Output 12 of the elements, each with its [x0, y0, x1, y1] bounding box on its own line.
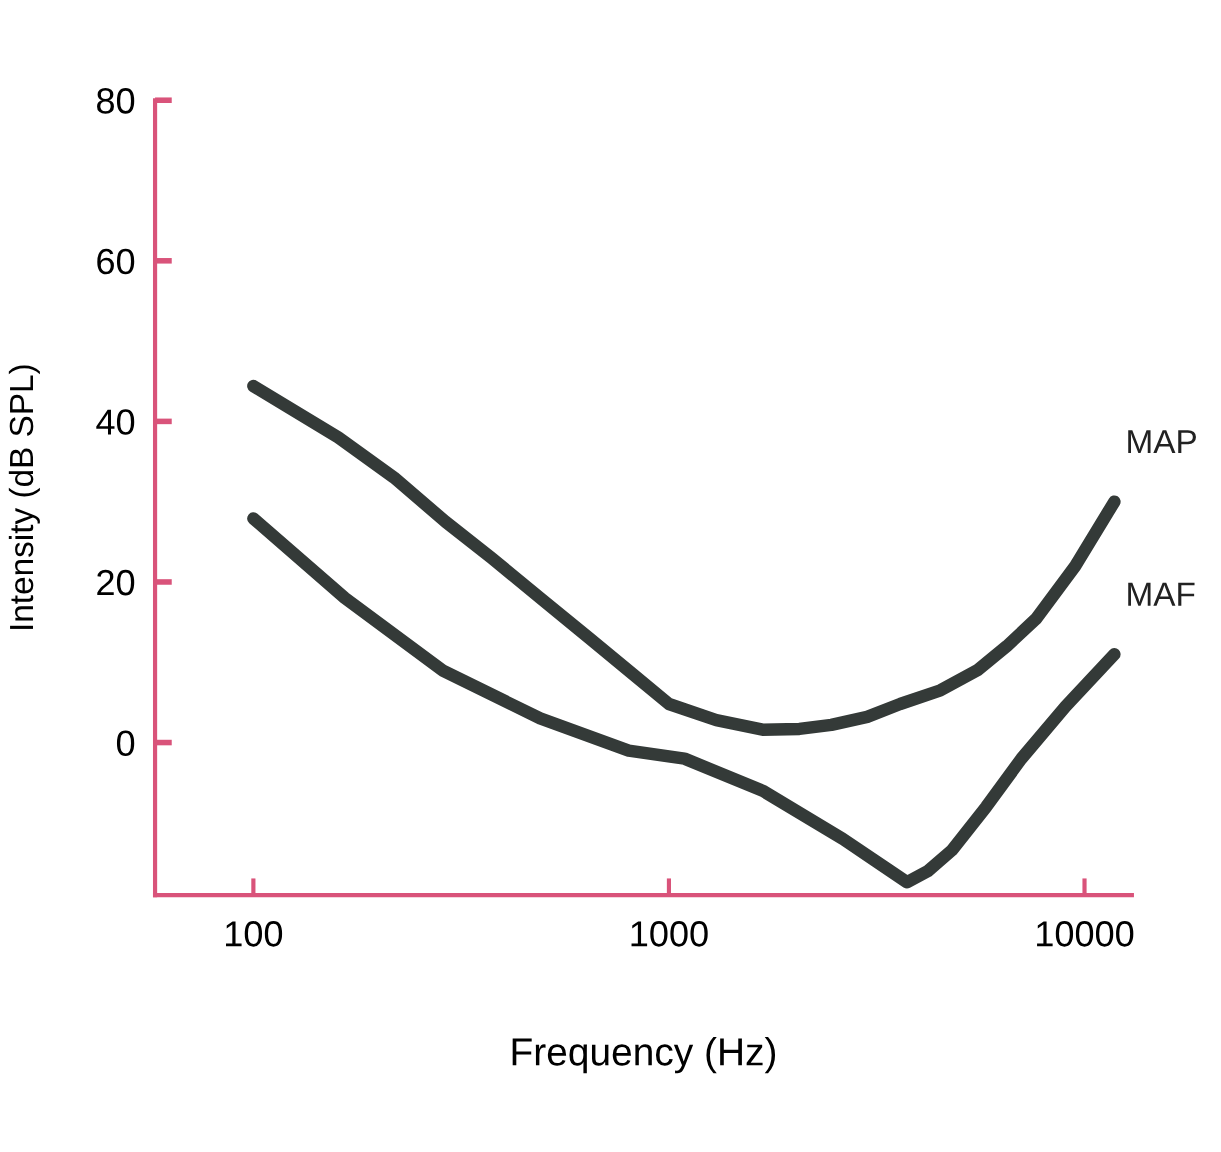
x-tick-label: 100 [226, 921, 283, 947]
y-axis-title: Intensity (dB SPL) [8, 365, 40, 629]
y-tick-label: 80 [97, 88, 135, 114]
x-tick-label: 1000 [631, 921, 708, 947]
x-tick-label: 10000 [1037, 921, 1134, 947]
y-tick-label: 40 [96, 409, 135, 435]
series-label: MAF [1128, 582, 1195, 606]
series-label: MAP [1128, 430, 1196, 454]
y-tick-label: 60 [97, 248, 135, 275]
y-tick-label: 0 [116, 730, 135, 756]
x-axis-title: Frequency (Hz) [512, 1037, 776, 1074]
y-tick-label: 20 [97, 569, 135, 596]
